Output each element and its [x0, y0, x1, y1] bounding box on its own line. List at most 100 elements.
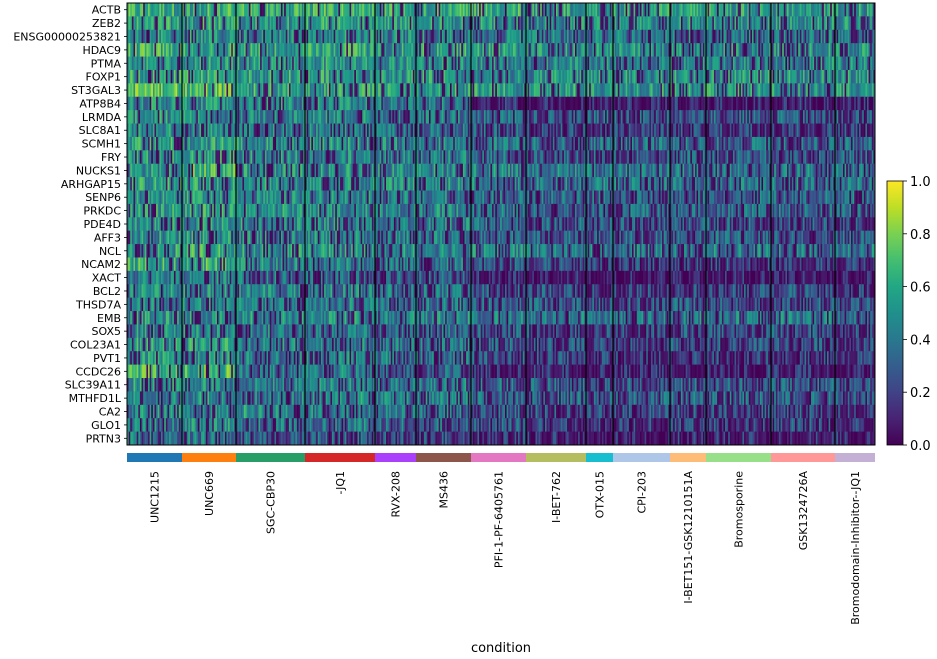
heatmap-cell [336, 244, 339, 258]
heatmap-cell [138, 29, 141, 44]
heatmap-cell [218, 136, 221, 151]
heatmap-cell [351, 150, 354, 165]
heatmap-cell [207, 217, 210, 232]
heatmap-cell [224, 270, 227, 285]
heatmap-cell [182, 351, 184, 366]
heatmap-cell [285, 3, 288, 17]
heatmap-cell [245, 3, 248, 17]
heatmap-cell [215, 190, 218, 205]
heatmap-cell [149, 177, 152, 191]
heatmap-cell [338, 136, 341, 151]
heatmap-cell [272, 177, 275, 191]
heatmap-cell [260, 217, 263, 232]
heatmap-cell [194, 391, 197, 406]
heatmap-cell [341, 136, 344, 151]
heatmap-cell [143, 29, 146, 44]
heatmap-cell [218, 190, 221, 205]
heatmap-cell [165, 284, 168, 299]
heatmap-cell [277, 351, 280, 366]
heatmap-cell [131, 378, 134, 392]
heatmap-cell [226, 217, 229, 232]
heatmap-cell [205, 378, 208, 392]
heatmap-cell [144, 257, 147, 272]
heatmap-cell [288, 3, 291, 17]
heatmap-cell [346, 297, 349, 312]
heatmap-cell [263, 324, 266, 339]
heatmap-cell [360, 284, 363, 299]
heatmap-cell [196, 311, 199, 325]
heatmap-cell [229, 29, 232, 44]
heatmap-cell [138, 110, 141, 124]
heatmap-cell [148, 351, 151, 366]
heatmap-cell [301, 337, 304, 352]
heatmap-cell [253, 110, 256, 124]
heatmap-cell [221, 69, 224, 84]
heatmap-cell [221, 351, 224, 366]
heatmap-cell [188, 83, 191, 98]
heatmap-cell [207, 404, 210, 419]
heatmap-cell [143, 418, 146, 432]
heatmap-cell [335, 217, 338, 232]
heatmap-cell [335, 150, 338, 165]
heatmap-cell [312, 136, 315, 151]
heatmap-cell [173, 230, 176, 245]
heatmap-cell [226, 351, 229, 366]
heatmap-cell [202, 83, 205, 98]
heatmap-cell [327, 16, 330, 31]
heatmap-cell [332, 43, 335, 57]
heatmap-cell [341, 337, 344, 352]
heatmap-cell [371, 43, 374, 57]
heatmap-cell [340, 311, 342, 325]
heatmap-cell [309, 69, 312, 84]
heatmap-cell [202, 29, 205, 44]
heatmap-cell [317, 324, 320, 339]
heatmap-cell [242, 244, 245, 258]
heatmap-cell [282, 337, 285, 352]
heatmap-cell [218, 270, 221, 285]
heatmap-cell [215, 217, 218, 232]
heatmap-cell [205, 56, 208, 71]
heatmap-cell [343, 297, 346, 312]
heatmap-cell [269, 3, 272, 17]
heatmap-cell [159, 3, 162, 17]
heatmap-cell [215, 364, 218, 379]
heatmap-cell [160, 43, 163, 57]
heatmap-cell [312, 16, 315, 31]
heatmap-cell [362, 110, 365, 124]
heatmap-cell [328, 364, 331, 379]
heatmap-cell [328, 3, 331, 17]
heatmap-cell [253, 163, 256, 178]
heatmap-cell [218, 297, 221, 312]
heatmap-cell [298, 364, 301, 379]
heatmap-cell [162, 404, 165, 419]
heatmap-cell [308, 177, 311, 191]
heatmap-cell [280, 136, 283, 151]
heatmap-cell [317, 96, 320, 111]
heatmap-cell [182, 16, 184, 31]
heatmap-cell [245, 163, 248, 178]
heatmap-cell [156, 391, 159, 406]
heatmap-cell [152, 163, 155, 178]
heatmap-cell [335, 123, 338, 138]
heatmap-cell [280, 163, 283, 178]
heatmap-cell [209, 29, 211, 44]
heatmap-cell [258, 110, 261, 124]
heatmap-cell [169, 418, 172, 432]
heatmap-cell [312, 324, 315, 339]
heatmap-cell [346, 324, 349, 339]
heatmap-cell [309, 297, 312, 312]
heatmap-cell [338, 337, 341, 352]
heatmap-cell [357, 203, 360, 218]
heatmap-cell [175, 163, 178, 178]
heatmap-cell [229, 16, 232, 31]
heatmap-cell [224, 150, 227, 165]
heatmap-cell [220, 69, 223, 84]
heatmap-cell [277, 96, 280, 111]
heatmap-cell [279, 150, 282, 165]
heatmap-cell [237, 69, 240, 84]
heatmap-cell [138, 431, 141, 446]
heatmap-cell [139, 217, 142, 232]
heatmap-cell [352, 123, 355, 138]
heatmap-cell [202, 43, 205, 57]
heatmap-cell [159, 203, 162, 218]
